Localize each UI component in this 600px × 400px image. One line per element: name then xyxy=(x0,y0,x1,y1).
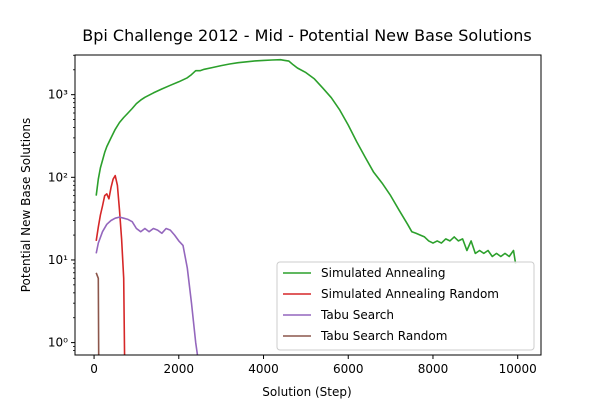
x-tick-label: 8000 xyxy=(418,362,449,376)
x-axis-label: Solution (Step) xyxy=(262,385,351,399)
y-tick-label: 10⁰ xyxy=(48,336,68,350)
x-tick-label: 4000 xyxy=(248,362,279,376)
x-axis: 0 2000 4000 6000 8000 10000 xyxy=(90,355,537,376)
series-line-tabu-search-random xyxy=(95,272,100,355)
chart-title: Bpi Challenge 2012 - Mid - Potential New… xyxy=(82,26,531,45)
y-axis: 10⁰ 10¹ 10² 10³ xyxy=(48,54,75,352)
x-tick-label: 0 xyxy=(90,362,98,376)
y-axis-label: Potential New Base Solutions xyxy=(19,118,33,293)
plot-frame xyxy=(74,54,542,356)
legend-box xyxy=(276,261,535,351)
series-line-simulated-annealing xyxy=(95,58,517,264)
y-tick-label: 10³ xyxy=(48,88,68,102)
legend-label: Tabu Search Random xyxy=(320,329,447,343)
series-layer xyxy=(95,58,517,355)
series-line-simulated-annealing-random xyxy=(95,174,126,355)
series-line-tabu-search xyxy=(95,216,199,355)
x-tick-label: 2000 xyxy=(164,362,195,376)
x-tick-label: 6000 xyxy=(333,362,364,376)
y-tick-label: 10² xyxy=(48,170,68,184)
legend-label: Tabu Search xyxy=(320,308,394,322)
legend-label: Simulated Annealing Random xyxy=(321,287,499,301)
legend: Simulated Annealing Simulated Annealing R… xyxy=(276,261,535,351)
y-tick-label: 10¹ xyxy=(48,253,68,267)
x-tick-label: 10000 xyxy=(499,362,537,376)
legend-label: Simulated Annealing xyxy=(321,266,446,280)
